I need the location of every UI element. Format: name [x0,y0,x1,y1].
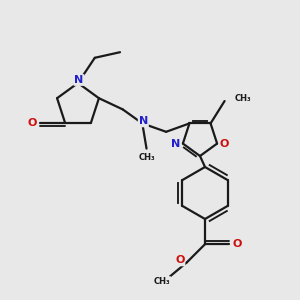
Text: O: O [232,239,242,249]
Text: CH₃: CH₃ [235,94,251,103]
Text: CH₃: CH₃ [154,277,170,286]
Text: N: N [171,139,181,148]
Text: N: N [139,116,148,126]
Text: O: O [175,255,184,266]
Text: CH₃: CH₃ [138,153,155,162]
Text: O: O [27,118,37,128]
Text: N: N [74,75,84,85]
Text: O: O [219,139,229,148]
